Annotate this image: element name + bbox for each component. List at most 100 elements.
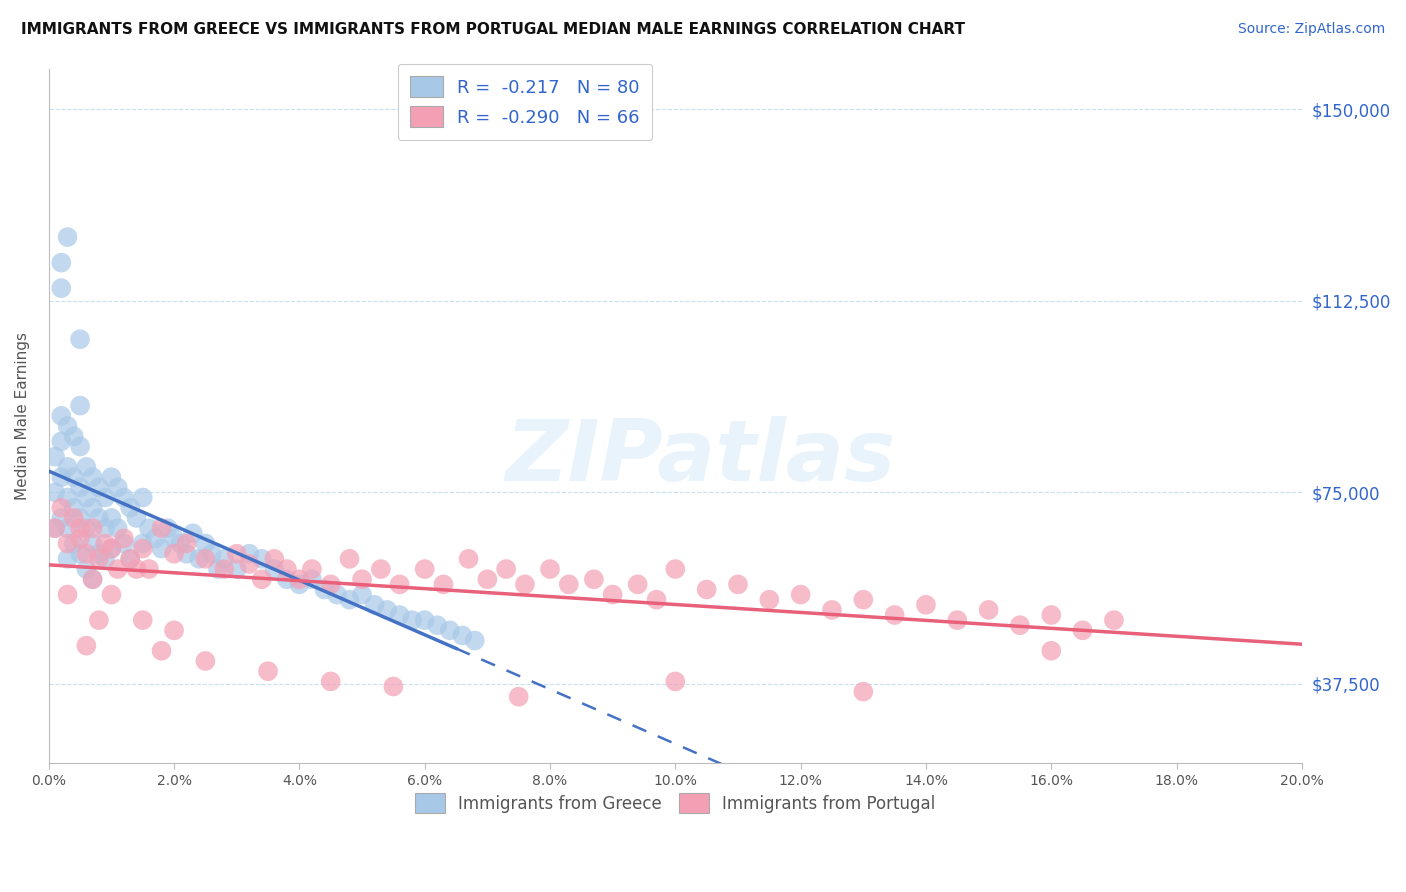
- Point: [388, 577, 411, 591]
- Point: [150, 541, 173, 556]
- Point: [51, 281, 73, 295]
- Point: [370, 562, 392, 576]
- Point: [156, 521, 179, 535]
- Point: [62, 536, 84, 550]
- Point: [138, 521, 160, 535]
- Point: [75, 491, 97, 505]
- Point: [107, 480, 129, 494]
- Point: [82, 500, 104, 515]
- Point: [326, 588, 349, 602]
- Point: [143, 532, 166, 546]
- Point: [44, 521, 66, 535]
- Point: [51, 470, 73, 484]
- Text: ZIPatlas: ZIPatlas: [505, 416, 896, 499]
- Point: [94, 551, 117, 566]
- Point: [363, 598, 385, 612]
- Point: [44, 485, 66, 500]
- Point: [100, 588, 122, 602]
- Point: [56, 230, 79, 244]
- Point: [538, 562, 561, 576]
- Point: [56, 536, 79, 550]
- Point: [413, 562, 436, 576]
- Point: [176, 536, 198, 550]
- Point: [852, 592, 875, 607]
- Point: [132, 491, 155, 505]
- Point: [758, 592, 780, 607]
- Point: [100, 541, 122, 556]
- Point: [87, 480, 110, 494]
- Point: [382, 680, 405, 694]
- Point: [1102, 613, 1125, 627]
- Point: [513, 577, 536, 591]
- Point: [451, 628, 474, 642]
- Point: [75, 521, 97, 535]
- Point: [82, 536, 104, 550]
- Point: [138, 562, 160, 576]
- Point: [464, 633, 486, 648]
- Point: [125, 511, 148, 525]
- Point: [477, 572, 499, 586]
- Point: [75, 639, 97, 653]
- Point: [82, 572, 104, 586]
- Point: [82, 470, 104, 484]
- Point: [194, 536, 217, 550]
- Point: [69, 547, 91, 561]
- Point: [82, 521, 104, 535]
- Point: [87, 551, 110, 566]
- Point: [75, 562, 97, 576]
- Point: [56, 491, 79, 505]
- Point: [94, 521, 117, 535]
- Point: [107, 521, 129, 535]
- Point: [69, 511, 91, 525]
- Point: [852, 684, 875, 698]
- Point: [388, 607, 411, 622]
- Point: [94, 491, 117, 505]
- Point: [201, 547, 224, 561]
- Point: [56, 459, 79, 474]
- Point: [212, 551, 235, 566]
- Point: [150, 521, 173, 535]
- Legend: Immigrants from Greece, Immigrants from Portugal: Immigrants from Greece, Immigrants from …: [404, 781, 948, 824]
- Point: [401, 613, 423, 627]
- Point: [51, 409, 73, 423]
- Point: [56, 588, 79, 602]
- Point: [100, 470, 122, 484]
- Point: [169, 536, 191, 550]
- Point: [301, 562, 323, 576]
- Point: [69, 440, 91, 454]
- Point: [51, 255, 73, 269]
- Point: [288, 572, 311, 586]
- Point: [62, 500, 84, 515]
- Point: [301, 572, 323, 586]
- Point: [132, 613, 155, 627]
- Point: [44, 521, 66, 535]
- Point: [276, 562, 298, 576]
- Point: [664, 674, 686, 689]
- Point: [558, 577, 581, 591]
- Point: [257, 664, 280, 678]
- Point: [250, 551, 273, 566]
- Point: [350, 572, 373, 586]
- Point: [120, 551, 142, 566]
- Point: [1040, 644, 1063, 658]
- Point: [1071, 624, 1094, 638]
- Point: [946, 613, 969, 627]
- Point: [56, 419, 79, 434]
- Point: [56, 551, 79, 566]
- Point: [87, 547, 110, 561]
- Point: [125, 562, 148, 576]
- Y-axis label: Median Male Earnings: Median Male Earnings: [15, 332, 30, 500]
- Point: [339, 551, 361, 566]
- Point: [194, 654, 217, 668]
- Point: [181, 526, 204, 541]
- Point: [100, 511, 122, 525]
- Point: [238, 557, 260, 571]
- Point: [75, 547, 97, 561]
- Point: [696, 582, 718, 597]
- Point: [62, 429, 84, 443]
- Point: [94, 536, 117, 550]
- Point: [100, 541, 122, 556]
- Point: [375, 603, 398, 617]
- Point: [582, 572, 605, 586]
- Point: [789, 588, 811, 602]
